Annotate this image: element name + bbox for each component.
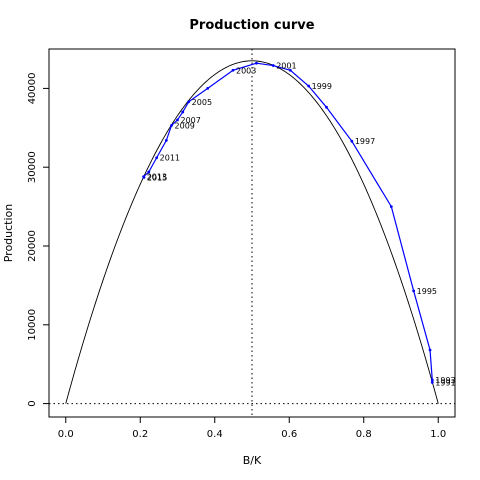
data-point (170, 124, 173, 127)
data-point (307, 84, 311, 88)
x-tick-label: 1.0 (430, 429, 446, 440)
y-tick-label: 40000 (27, 72, 38, 104)
year-label: 2001 (276, 62, 296, 71)
data-point (206, 87, 210, 90)
y-axis: 0 10000 20000 30000 40000 (27, 72, 49, 407)
year-label: 2015 (147, 173, 167, 182)
year-label: 1997 (355, 137, 375, 146)
x-tick-label: 0.2 (132, 429, 148, 440)
observed-series-line (142, 62, 433, 383)
year-label: 2013 (147, 173, 167, 182)
x-tick-label: 0.4 (207, 429, 223, 440)
y-tick-label: 10000 (27, 309, 38, 341)
data-point (288, 68, 292, 72)
data-point (176, 118, 179, 122)
data-point (181, 110, 185, 114)
year-label: 1999 (312, 82, 332, 91)
year-label: 2011 (160, 154, 180, 163)
x-axis: 0.0 0.2 0.4 0.6 0.8 1.0 (58, 417, 446, 440)
chart-title: Production curve (189, 18, 314, 33)
x-axis-label: B/K (243, 454, 262, 467)
year-label: 2007 (181, 116, 201, 125)
year-label: 2009 (175, 121, 195, 130)
data-point (164, 139, 168, 142)
y-tick-label: 30000 (27, 151, 38, 183)
data-point (350, 139, 354, 143)
data-point (430, 378, 434, 382)
x-tick-label: 0.0 (58, 429, 74, 440)
observed-series-group (142, 61, 434, 384)
year-label: 1991 (435, 378, 455, 387)
data-point (271, 64, 275, 67)
y-tick-label: 0 (27, 400, 38, 406)
year-label: 1993 (435, 376, 455, 385)
data-point (430, 380, 434, 384)
data-point (147, 170, 151, 174)
data-point (187, 100, 191, 104)
model-curve (65, 60, 439, 404)
data-point (155, 156, 159, 160)
data-point (231, 68, 235, 72)
x-tick-label: 0.6 (281, 429, 297, 440)
y-axis-label: Production (2, 204, 15, 263)
x-tick-label: 0.8 (356, 429, 372, 440)
year-label: 2003 (236, 66, 256, 75)
model-curve-group (65, 60, 439, 404)
year-label: 2005 (192, 98, 212, 107)
data-point (428, 348, 432, 352)
data-point (325, 105, 328, 109)
data-point (255, 61, 258, 65)
data-point (412, 289, 416, 293)
data-point (142, 176, 146, 179)
year-label: 1995 (417, 287, 437, 296)
data-point (389, 205, 393, 209)
y-tick-label: 20000 (27, 230, 38, 262)
reference-lines (49, 49, 455, 417)
